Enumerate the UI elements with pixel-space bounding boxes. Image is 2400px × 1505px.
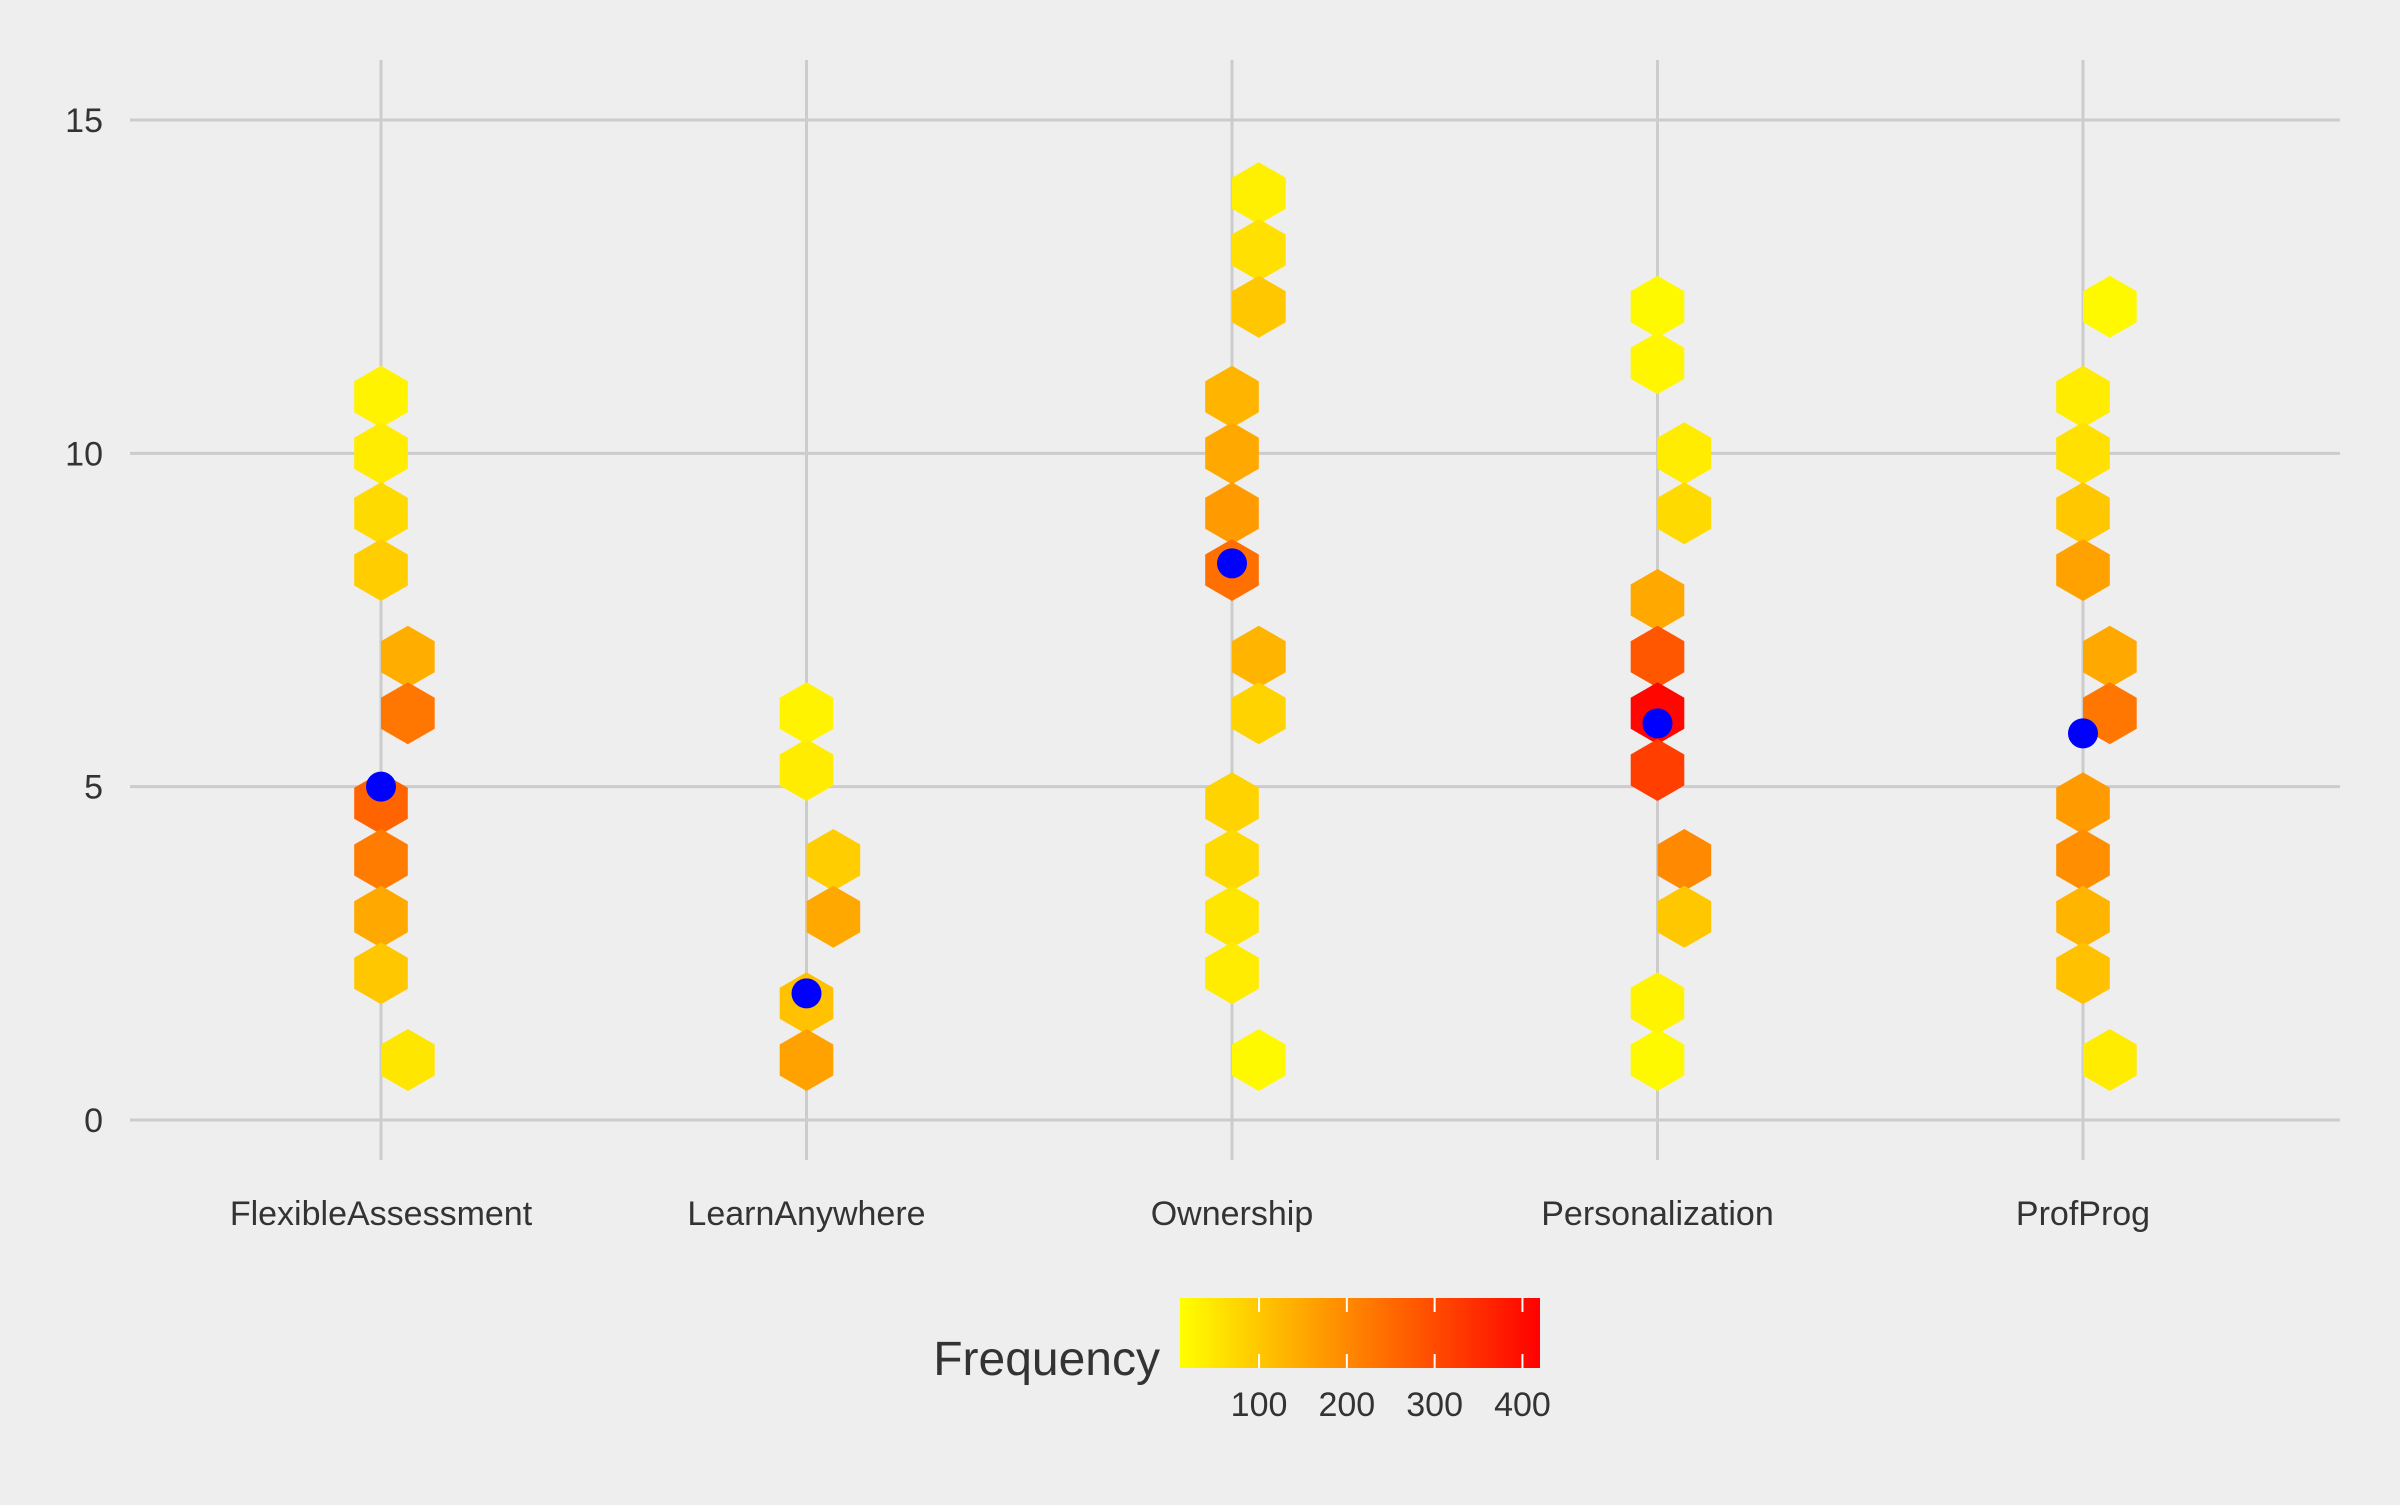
hexbin-Personalization-40 — [1657, 885, 1712, 948]
hexbin-FlexibleAssessment-5 — [381, 682, 435, 745]
legend-title: Frequency — [933, 1333, 1160, 1386]
hexbin-ProfProg-52 — [2056, 885, 2110, 948]
axis-labels: 0 5 10 15 FlexibleAssessment LearnAnywhere Own… — [65, 102, 2150, 1233]
hexbin-Ownership-28 — [1205, 885, 1259, 948]
hexbin-ProfProg-46 — [2056, 482, 2110, 545]
hexbin-Personalization-38 — [1630, 739, 1685, 801]
mean-point-Ownership — [1217, 548, 1247, 579]
mean-point-FlexibleAssessment — [366, 771, 396, 802]
hexbin-FlexibleAssessment-8 — [354, 885, 408, 948]
hexbin-Ownership-27 — [1205, 829, 1259, 891]
hexbin-ProfProg-47 — [2056, 539, 2110, 601]
hexbin-FlexibleAssessment-3 — [354, 539, 408, 601]
hexbin-Ownership-25 — [1232, 682, 1286, 745]
y-tick-label-5: 5 — [84, 769, 103, 807]
hexbin-Ownership-29 — [1205, 942, 1259, 1005]
hexbin-FlexibleAssessment-10 — [381, 1029, 435, 1091]
hexbin-FlexibleAssessment-2 — [354, 482, 408, 545]
hexbin-Personalization-32 — [1630, 332, 1685, 395]
mean-point-Personalization — [1642, 708, 1673, 739]
hexbin-LearnAnywhere-11 — [779, 682, 834, 745]
hexbin-layer — [354, 162, 2137, 1091]
hexbin-Ownership-30 — [1232, 1029, 1286, 1091]
hexbin-Ownership-24 — [1232, 625, 1286, 688]
x-tick-label-ProfProg: ProfProg — [2016, 1195, 2150, 1233]
hexbin-LearnAnywhere-12 — [779, 739, 834, 801]
hexbin-ProfProg-54 — [2083, 1029, 2137, 1091]
hexbin-ProfProg-45 — [2056, 422, 2110, 485]
hexbin-LearnAnywhere-16 — [779, 1029, 834, 1091]
hexbin-Personalization-31 — [1630, 275, 1685, 338]
hexbin-FlexibleAssessment-4 — [381, 625, 435, 688]
hexbin-Personalization-42 — [1630, 1029, 1685, 1091]
x-tick-label-LearnAnywhere: LearnAnywhere — [687, 1195, 925, 1233]
hexbin-Ownership-20 — [1205, 365, 1259, 428]
hexbin-ProfProg-50 — [2056, 772, 2110, 835]
mean-point-ProfProg — [2068, 718, 2098, 749]
y-tick-label-15: 15 — [65, 102, 103, 140]
hexbin-Ownership-17 — [1232, 162, 1286, 225]
mean-points-layer — [366, 548, 2098, 1009]
legend: Frequency 100 200 300 400 — [933, 1298, 1551, 1424]
hexbin-Ownership-18 — [1232, 219, 1286, 281]
hexbin-Personalization-33 — [1657, 422, 1712, 485]
legend-tick-label-200: 200 — [1318, 1386, 1375, 1424]
hexbin-ProfProg-48 — [2083, 625, 2137, 688]
legend-tick-label-400: 400 — [1494, 1386, 1551, 1424]
hexbin-Ownership-26 — [1205, 772, 1259, 835]
hexbin-Personalization-41 — [1630, 972, 1685, 1035]
hexbin-Ownership-19 — [1232, 275, 1286, 338]
hexbin-FlexibleAssessment-7 — [354, 829, 408, 891]
legend-ticks: 100 200 300 400 — [1231, 1298, 1551, 1424]
legend-color-bar — [1180, 1298, 1540, 1368]
legend-tick-label-300: 300 — [1406, 1386, 1463, 1424]
legend-tick-label-100: 100 — [1231, 1386, 1288, 1424]
hexbin-Personalization-39 — [1657, 829, 1712, 891]
x-tick-label-Ownership: Ownership — [1151, 1195, 1314, 1233]
hexbin-Personalization-34 — [1657, 482, 1712, 545]
y-tick-label-0: 0 — [84, 1102, 103, 1140]
hexbin-Ownership-21 — [1205, 422, 1259, 485]
hexbin-FlexibleAssessment-0 — [354, 365, 408, 428]
hexbin-Personalization-35 — [1630, 569, 1685, 631]
hexbin-ProfProg-44 — [2056, 365, 2110, 428]
x-tick-label-FlexibleAssessment: FlexibleAssessment — [230, 1195, 533, 1233]
hexbin-Personalization-36 — [1630, 625, 1685, 688]
mean-point-LearnAnywhere — [791, 978, 822, 1009]
hexbin-ProfProg-43 — [2083, 275, 2137, 338]
hexbin-FlexibleAssessment-9 — [354, 942, 408, 1005]
hexbin-LearnAnywhere-14 — [806, 885, 861, 948]
hexbin-Ownership-22 — [1205, 482, 1259, 545]
hexbin-ProfProg-51 — [2056, 829, 2110, 891]
x-tick-label-Personalization: Personalization — [1541, 1195, 1773, 1233]
hexbin-ProfProg-53 — [2056, 942, 2110, 1005]
hexbin-FlexibleAssessment-1 — [354, 422, 408, 485]
y-tick-label-10: 10 — [65, 435, 103, 473]
hexbin-LearnAnywhere-13 — [806, 829, 861, 891]
